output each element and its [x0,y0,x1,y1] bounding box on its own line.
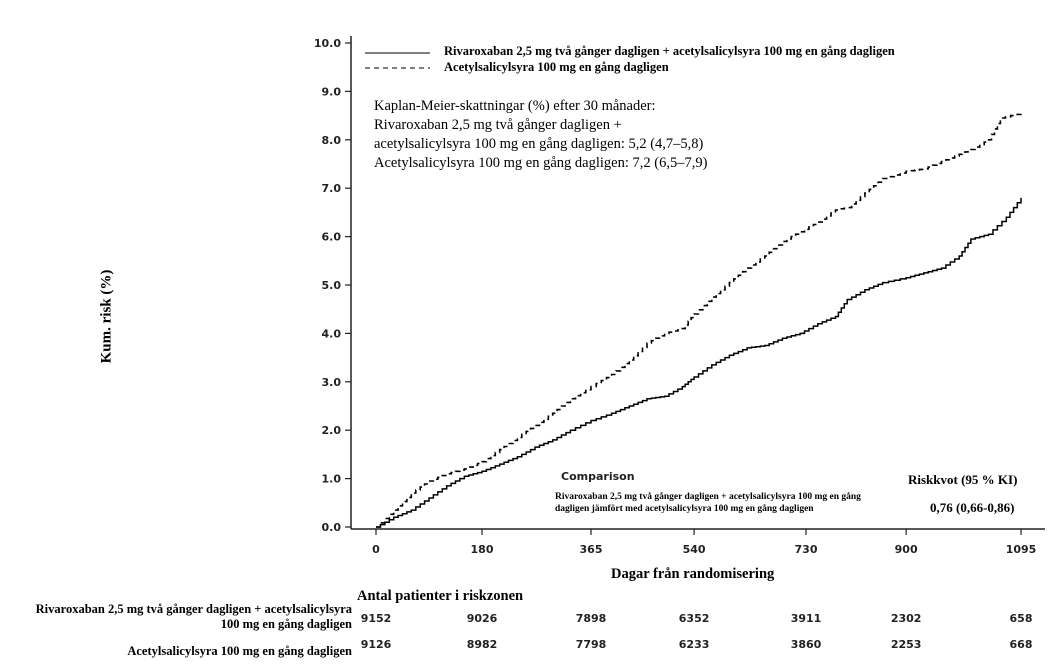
risk-table-cell: 7798 [575,638,607,651]
risk-row-label-asa: Acetylsalicylsyra 100 mg en gång daglige… [127,644,352,659]
risk-table-cell: 8982 [466,638,498,651]
risk-table-cell: 6352 [678,612,710,625]
y-tick-label: 9.0 [322,85,342,98]
y-tick-label: 2.0 [322,424,342,437]
risk-row-label-line-1: Rivaroxaban 2,5 mg två gånger dagligen +… [35,602,352,616]
risk-table-cell: 9152 [360,612,392,625]
y-tick-label: 10.0 [314,37,341,50]
axes [350,36,1045,530]
curve-rivaroxaban [376,197,1022,528]
x-tick-label: 180 [471,543,494,556]
y-tick-label: 4.0 [322,327,342,340]
x-axis-label: Dagar från randomisering [611,566,775,582]
legend-label-asa: Acetylsalicylsyra 100 mg en gång daglige… [444,60,669,74]
hazard-ratio-value: 0,76 (0,66-0,86) [930,500,1015,515]
hazard-ratio-title: Riskkvot (95 % KI) [908,472,1018,487]
risk-table-cell: 6233 [678,638,710,651]
km-line-3: acetylsalicylsyra 100 mg en gång daglige… [374,136,704,152]
km-line-4: Acetylsalicylsyra 100 mg en gång daglige… [374,155,708,171]
y-tick-label: 5.0 [322,279,342,292]
x-tick-label: 540 [683,543,706,556]
km-estimates: Kaplan-Meier-skattningar (%) efter 30 må… [374,97,707,173]
y-tick-label: 6.0 [322,231,342,244]
risk-row-label-rivaroxaban: Rivaroxaban 2,5 mg två gånger dagligen +… [36,602,352,632]
risk-table-cell: 9126 [360,638,392,651]
risk-table-cell: 2253 [890,638,922,651]
comparison-line-1: Rivaroxaban 2,5 mg två gånger dagligen +… [555,492,861,502]
y-tick-label: 3.0 [322,376,342,389]
risk-table-cell: 3860 [790,638,822,651]
x-tick-label: 1095 [1006,543,1037,556]
y-axis-label: Kum. risk (%) [98,269,115,364]
risk-table-title: Antal patienter i riskzonen [357,588,524,604]
y-tick-label: 8.0 [322,134,342,147]
risk-row-label-line-2: 100 mg en gång dagligen [220,617,352,631]
y-tick-label: 0.0 [322,521,342,534]
risk-table-cell: 2302 [890,612,922,625]
y-tick-label: 7.0 [322,182,342,195]
risk-row-label-line-1: Acetylsalicylsyra 100 mg en gång daglige… [127,644,352,658]
x-tick-label: 0 [372,543,380,556]
x-tick-label: 730 [795,543,818,556]
risk-table-cell: 9026 [466,612,498,625]
y-tick-label: 1.0 [322,473,342,486]
km-line-1: Kaplan-Meier-skattningar (%) efter 30 må… [374,98,656,114]
y-axis-ticks: 0.0 1.0 2.0 3.0 4.0 5.0 6.0 7.0 8.0 9.0 10.0 [314,37,351,534]
risk-table-cell: 658 [1009,612,1033,625]
km-line-2: Rivaroxaban 2,5 mg två gånger dagligen + [374,117,622,133]
comparison-line-2: dagligen jämfört med acetylsalicylsyra 1… [555,504,814,514]
legend-label-rivaroxaban: Rivaroxaban 2,5 mg två gånger dagligen +… [444,44,895,58]
comparison-title: Comparison [561,470,635,483]
curve-asa [376,113,1022,528]
comparison-text: Rivaroxaban 2,5 mg två gånger dagligen +… [555,491,861,515]
risk-table-cell: 668 [1009,638,1033,651]
x-tick-label: 900 [895,543,918,556]
curves [376,113,1022,528]
risk-table-cell: 3911 [790,612,822,625]
x-tick-label: 365 [580,543,603,556]
risk-table-cell: 7898 [575,612,607,625]
x-axis-ticks: 0 180 365 540 730 900 1095 [372,529,1036,556]
